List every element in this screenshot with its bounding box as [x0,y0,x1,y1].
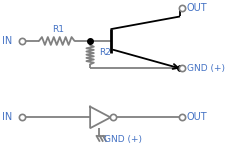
Text: IN: IN [2,112,12,122]
Text: GND (+): GND (+) [103,135,141,144]
Text: R2: R2 [99,48,111,57]
Text: GND (+): GND (+) [186,64,224,73]
Text: IN: IN [2,36,12,46]
Text: OUT: OUT [186,3,206,13]
Text: R1: R1 [52,25,64,34]
Text: OUT: OUT [186,112,206,122]
